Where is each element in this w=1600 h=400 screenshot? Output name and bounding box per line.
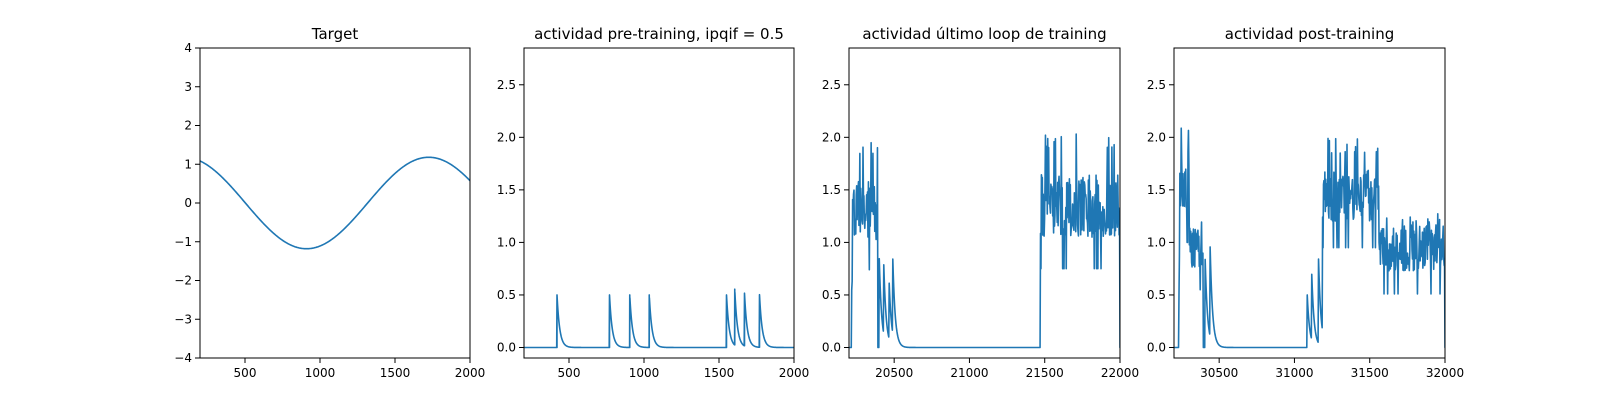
y-tick-label: 0: [184, 196, 192, 210]
axes-frame: [1173, 47, 1446, 359]
x-tick-label: 30500: [1200, 366, 1238, 380]
y-tick-label: 0.5: [1147, 288, 1166, 302]
subplot-title: actividad post-training: [1225, 25, 1394, 43]
y-tick-label: −3: [174, 312, 192, 326]
x-tick-label: 22000: [1101, 366, 1139, 380]
series-line: [1174, 127, 1445, 349]
y-tick-label: 2.0: [822, 130, 841, 144]
y-tick-label: 1.0: [822, 235, 841, 249]
axes-frame: [848, 47, 1121, 359]
y-tick-label: 0.0: [822, 340, 841, 354]
subplot-3: actividad último loop de training 20500 21…: [822, 25, 1139, 380]
y-tick-label: 2: [184, 119, 192, 133]
x-tick-label: 31500: [1351, 366, 1389, 380]
y-tick-label: 0.0: [497, 340, 516, 354]
x-tick-label: 500: [558, 366, 581, 380]
y-tick-label: −1: [174, 235, 192, 249]
y-tick-label: 2.0: [497, 130, 516, 144]
y-tick-label: 2.0: [1147, 130, 1166, 144]
y-tick-label: 1.0: [497, 235, 516, 249]
y-tick-label: 1.5: [1147, 183, 1166, 197]
x-tick-label: 500: [234, 366, 257, 380]
x-tick-label: 2000: [455, 366, 486, 380]
y-tick-label: 1.5: [497, 183, 516, 197]
x-tick-label: 21500: [1026, 366, 1064, 380]
subplot-2: actividad pre-training, ipqif = 0.5 500 10…: [497, 25, 809, 380]
x-tick-label: 1000: [305, 366, 336, 380]
x-tick-label: 21000: [950, 366, 988, 380]
y-tick-label: 2.5: [822, 78, 841, 92]
y-tick-label: 2.5: [1147, 78, 1166, 92]
y-tick-label: −2: [174, 274, 192, 288]
subplot-title: actividad pre-training, ipqif = 0.5: [534, 25, 784, 43]
x-tick-label: 31000: [1275, 366, 1313, 380]
y-tick-label: 1: [184, 157, 192, 171]
subplot-4: actividad post-training 30500 31000 31500 32…: [1147, 25, 1464, 380]
x-tick-label: 2000: [779, 366, 810, 380]
y-tick-label: 3: [184, 80, 192, 94]
series-line: [849, 133, 1120, 349]
y-tick-label: 4: [184, 41, 192, 55]
series-line: [524, 288, 794, 349]
x-tick-label: 32000: [1426, 366, 1464, 380]
y-tick-label: 2.5: [497, 78, 516, 92]
y-tick-label: 0.0: [1147, 340, 1166, 354]
y-tick-label: 1.0: [1147, 235, 1166, 249]
x-tick-label: 1000: [629, 366, 660, 380]
x-tick-label: 1500: [380, 366, 411, 380]
series-line: [200, 156, 470, 250]
x-tick-label: 1500: [704, 366, 735, 380]
subplot-title: actividad último loop de training: [862, 25, 1106, 43]
y-tick-label: −4: [174, 351, 192, 365]
x-tick-label: 20500: [875, 366, 913, 380]
subplot-title: Target: [311, 25, 359, 43]
y-tick-label: 1.5: [822, 183, 841, 197]
axes-frame: [523, 47, 795, 359]
y-tick-label: 0.5: [822, 288, 841, 302]
subplot-1: Target 500 1000 1500 2000 −4 −3 −2 −1 0 1 2 3 4: [174, 25, 485, 380]
y-tick-label: 0.5: [497, 288, 516, 302]
